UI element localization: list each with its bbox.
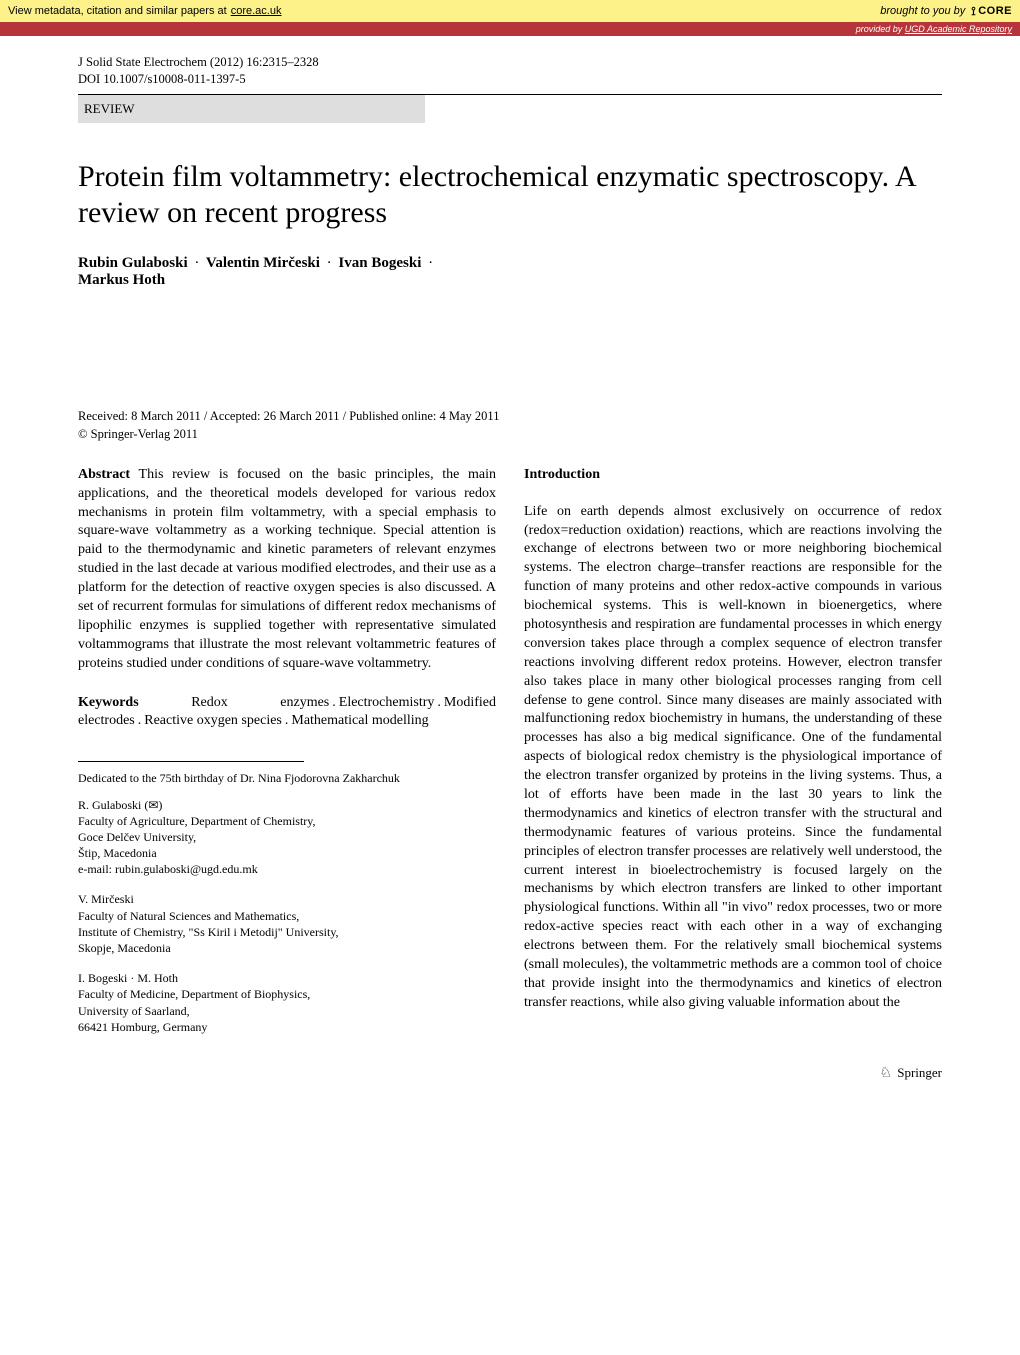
keyword-1: Redox enzymes bbox=[191, 695, 329, 710]
affiliation-bogeski-hoth: I. Bogeski · M. Hoth Faculty of Medicine… bbox=[78, 970, 496, 1035]
abstract-text: This review is focused on the basic prin… bbox=[78, 467, 496, 671]
author-1: Rubin Gulaboski bbox=[78, 255, 188, 271]
affil-line: Skopje, Macedonia bbox=[78, 940, 496, 956]
keyword-4: Reactive oxygen species bbox=[144, 713, 282, 728]
affil-line: University of Saarland, bbox=[78, 1003, 496, 1019]
core-logo[interactable]: ⟟ CORE bbox=[971, 4, 1012, 19]
introduction-body: Life on earth depends almost exclusively… bbox=[524, 503, 942, 1013]
affil-name: I. Bogeski · M. Hoth bbox=[78, 970, 496, 986]
brought-by-text: brought to you by bbox=[880, 5, 965, 17]
two-column-layout: Abstract This review is focused on the b… bbox=[78, 466, 942, 1035]
author-list: Rubin Gulaboski · Valentin Mirčeski · Iv… bbox=[78, 255, 942, 289]
affil-line: Institute of Chemistry, "Ss Kiril i Meto… bbox=[78, 924, 496, 940]
dedication-rule bbox=[78, 761, 304, 762]
keywords-block: Keywords Redox enzymes.Electrochemistry.… bbox=[78, 694, 496, 732]
author-3: Ivan Bogeski bbox=[338, 255, 421, 271]
affil-line: Faculty of Agriculture, Department of Ch… bbox=[78, 813, 496, 829]
journal-citation: J Solid State Electrochem (2012) 16:2315… bbox=[78, 54, 942, 71]
dedication-text: Dedicated to the 75th birthday of Dr. Ni… bbox=[78, 770, 496, 786]
affiliation-gulaboski: R. Gulaboski (✉) Faculty of Agriculture,… bbox=[78, 797, 496, 878]
provided-by-link[interactable]: UGD Academic Repository bbox=[905, 24, 1012, 34]
keyword-separator: . bbox=[332, 695, 336, 710]
springer-footer: ♘ Springer bbox=[78, 1065, 942, 1082]
affil-email: e-mail: rubin.gulaboski@ugd.edu.mk bbox=[78, 861, 496, 877]
article-title: Protein film voltammetry: electrochemica… bbox=[78, 159, 942, 231]
author-separator: · bbox=[194, 255, 199, 271]
journal-info: J Solid State Electrochem (2012) 16:2315… bbox=[78, 54, 942, 88]
author-4: Markus Hoth bbox=[78, 272, 165, 288]
author-2: Valentin Mirčeski bbox=[206, 255, 320, 271]
affiliation-mirceski: V. Mirčeski Faculty of Natural Sciences … bbox=[78, 891, 496, 956]
affil-line: Goce Delčev University, bbox=[78, 829, 496, 845]
keywords-label: Keywords bbox=[78, 695, 139, 710]
left-column: Abstract This review is focused on the b… bbox=[78, 466, 496, 1035]
affil-line: Faculty of Medicine, Department of Bioph… bbox=[78, 986, 496, 1002]
springer-horse-icon: ♘ bbox=[879, 1066, 892, 1081]
article-type-label: REVIEW bbox=[78, 95, 425, 123]
banner-metadata-text: View metadata, citation and similar pape… bbox=[8, 5, 227, 17]
keyword-separator: . bbox=[437, 695, 441, 710]
journal-doi: DOI 10.1007/s10008-011-1397-5 bbox=[78, 71, 942, 88]
provided-by-prefix: provided by bbox=[856, 24, 905, 34]
affil-line: Štip, Macedonia bbox=[78, 845, 496, 861]
keyword-separator: . bbox=[285, 713, 289, 728]
banner-right: brought to you by ⟟ CORE bbox=[880, 4, 1012, 19]
abstract-label: Abstract bbox=[78, 467, 130, 482]
page-content: J Solid State Electrochem (2012) 16:2315… bbox=[0, 36, 1020, 1122]
core-logo-text: CORE bbox=[978, 5, 1012, 17]
keyword-2: Electrochemistry bbox=[339, 695, 435, 710]
affil-name: R. Gulaboski (✉) bbox=[78, 797, 496, 813]
keyword-separator: . bbox=[138, 713, 142, 728]
copyright-line: © Springer-Verlag 2011 bbox=[78, 427, 942, 442]
affil-line: Faculty of Natural Sciences and Mathemat… bbox=[78, 908, 496, 924]
affil-line: 66421 Homburg, Germany bbox=[78, 1019, 496, 1035]
banner-left: View metadata, citation and similar pape… bbox=[8, 5, 281, 17]
core-metadata-banner: View metadata, citation and similar pape… bbox=[0, 0, 1020, 22]
abstract-block: Abstract This review is focused on the b… bbox=[78, 466, 496, 674]
core-logo-icon: ⟟ bbox=[971, 4, 976, 19]
author-separator: · bbox=[428, 255, 433, 271]
affil-name: V. Mirčeski bbox=[78, 891, 496, 907]
provided-by-banner: provided by UGD Academic Repository bbox=[0, 22, 1020, 36]
core-ac-uk-link[interactable]: core.ac.uk bbox=[231, 5, 282, 17]
keyword-5: Mathematical modelling bbox=[291, 713, 428, 728]
springer-text: Springer bbox=[897, 1065, 942, 1080]
received-dates: Received: 8 March 2011 / Accepted: 26 Ma… bbox=[78, 409, 942, 424]
author-separator: · bbox=[327, 255, 332, 271]
right-column: Introduction Life on earth depends almos… bbox=[524, 466, 942, 1035]
introduction-heading: Introduction bbox=[524, 466, 942, 485]
